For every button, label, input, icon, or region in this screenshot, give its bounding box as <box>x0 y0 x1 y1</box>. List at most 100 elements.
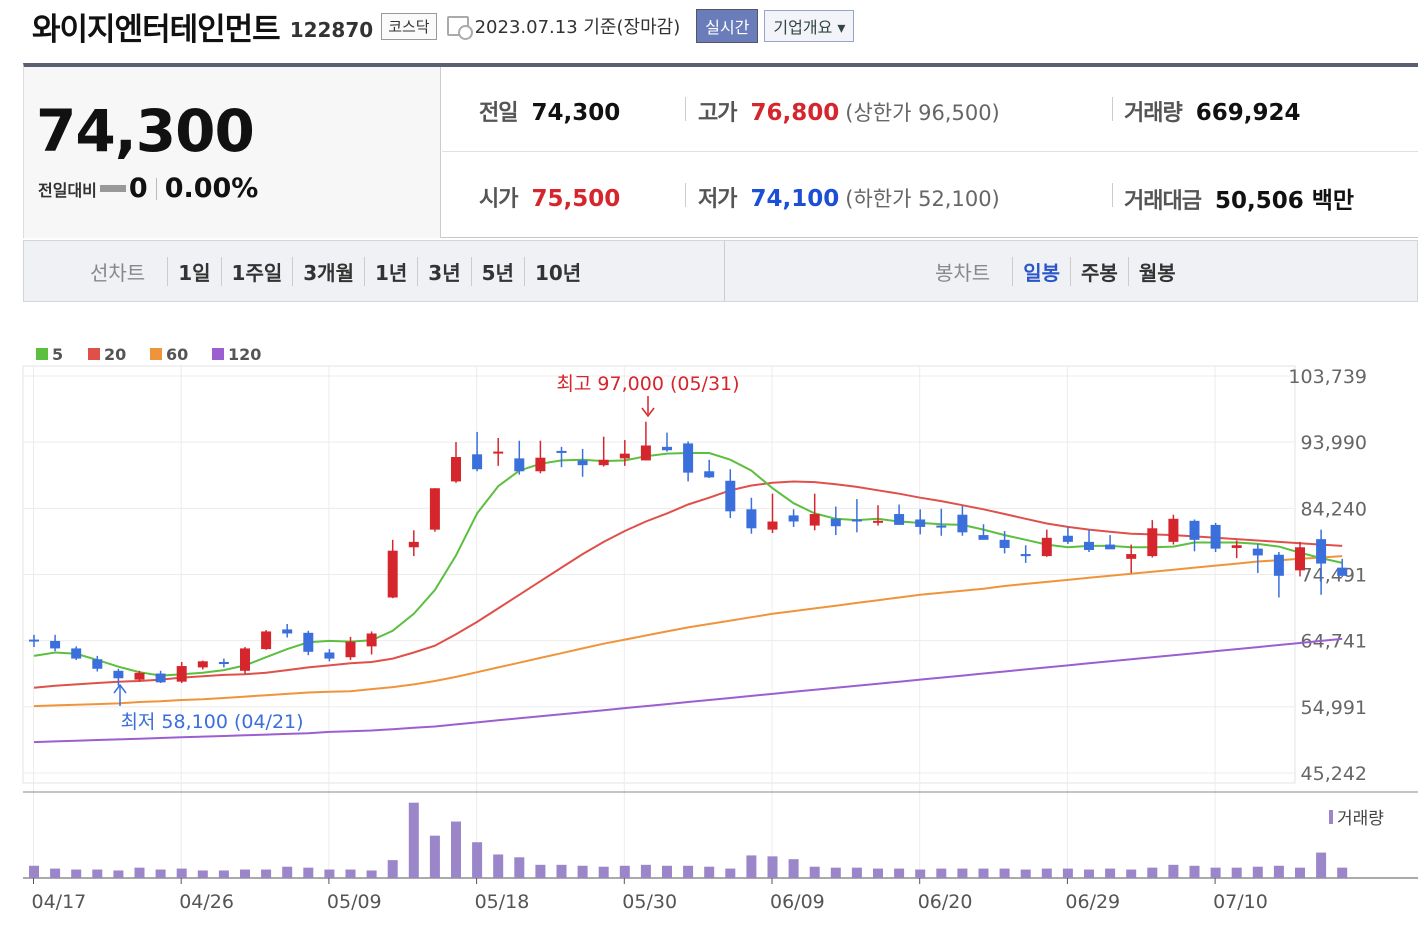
period-10y[interactable]: 10년 <box>523 257 591 286</box>
candle <box>1062 535 1073 542</box>
volume-bar <box>873 868 883 878</box>
period-3m[interactable]: 3개월 <box>292 257 364 286</box>
candle <box>1231 545 1242 548</box>
candle-monthly[interactable]: 월봉 <box>1127 257 1186 286</box>
candle <box>1147 528 1158 557</box>
divider <box>685 97 686 121</box>
legend-swatch <box>150 348 162 360</box>
volume-bar <box>408 802 419 878</box>
trade-amount: 거래대금 50,506 백만 <box>1124 188 1355 214</box>
legend-swatch <box>36 348 48 360</box>
candle-chart-label: 봉차트 <box>935 261 991 285</box>
volume-bar <box>176 868 187 878</box>
company-name: 와이지엔터테인먼트 <box>32 11 281 48</box>
period-1y[interactable]: 1년 <box>363 257 417 286</box>
y-tick-label: 84,240 <box>1301 498 1367 520</box>
volume-bar <box>556 864 567 878</box>
period-1d[interactable]: 1일 <box>167 257 220 286</box>
candle <box>324 652 335 659</box>
volume-bar <box>894 868 905 878</box>
volume-bar <box>1337 867 1348 878</box>
volume-bar <box>1189 865 1200 878</box>
period-5y[interactable]: 5년 <box>470 257 524 286</box>
candle <box>1295 547 1305 571</box>
x-tick-label: 06/29 <box>1065 891 1120 913</box>
legend-swatch <box>88 348 100 360</box>
stock-code: 122870 <box>289 18 374 42</box>
volume-bar <box>809 866 820 878</box>
volume-bar <box>261 869 272 878</box>
change-label: 전일대비 <box>38 180 97 200</box>
ma60-line <box>33 555 1343 708</box>
legend-label: 20 <box>104 345 126 364</box>
candle <box>451 457 461 482</box>
summary-row-1: 전일 74,300 고가 76,800 (상한가 96,500) 거래량 669… <box>442 67 1418 152</box>
x-tick-label: 04/26 <box>179 891 234 913</box>
candle <box>29 639 39 642</box>
candle <box>240 648 250 671</box>
volume-bar <box>915 869 926 878</box>
candle <box>472 454 483 470</box>
x-tick-label: 06/20 <box>918 891 973 913</box>
ma20-line <box>33 480 1343 689</box>
period-selector: 선차트 1일 1주일 3개월 1년 3년 5년 10년 봉차트 일봉 주봉 월봉 <box>23 240 1418 302</box>
candle <box>429 488 440 530</box>
volume-bar <box>598 866 609 878</box>
candle <box>978 535 989 540</box>
candle <box>1041 537 1052 557</box>
high-price: 고가 76,800 (상한가 96,500) <box>698 100 1000 126</box>
volume-bar <box>851 867 862 878</box>
price-summary: 74,300 전일대비 0 0.00% 전일 74,300 고가 76,800 … <box>23 63 1418 238</box>
candle <box>218 661 229 665</box>
divider <box>724 241 725 301</box>
candle <box>619 453 630 459</box>
volume-bar <box>29 865 39 878</box>
x-tick-label: 05/18 <box>475 891 530 913</box>
candle-chart-group: 봉차트 일봉 주봉 월봉 <box>935 257 1186 286</box>
candle <box>197 661 208 668</box>
candle-weekly[interactable]: 주봉 <box>1070 257 1128 286</box>
company-overview-dropdown[interactable]: 기업개요 ▾ <box>764 10 855 42</box>
calendar-clock-icon <box>446 16 473 40</box>
x-tick-label: 04/17 <box>32 891 87 913</box>
candle <box>577 460 588 466</box>
candle <box>1105 544 1116 550</box>
prev-close: 전일 74,300 <box>479 100 621 126</box>
candle <box>134 672 145 680</box>
candle-daily[interactable]: 일봉 <box>1012 257 1070 286</box>
candle <box>936 525 947 528</box>
volume-bar <box>1020 869 1031 878</box>
volume-bar <box>387 860 398 878</box>
period-1w[interactable]: 1주일 <box>220 257 293 286</box>
candle <box>1252 548 1263 556</box>
y-tick-label: 45,242 <box>1301 763 1367 785</box>
volume-bar <box>704 866 715 878</box>
candle <box>830 518 841 527</box>
candle <box>514 458 525 472</box>
volume-bar <box>746 855 757 878</box>
volume-bar <box>1273 865 1284 878</box>
candle <box>999 539 1010 548</box>
candle <box>1020 554 1031 557</box>
volume-bar <box>345 869 356 878</box>
candle <box>894 514 905 525</box>
change-value: 0 <box>128 173 148 204</box>
volume-bar <box>767 856 778 878</box>
candle <box>683 443 694 473</box>
volume-bar <box>472 842 483 878</box>
volume-bar <box>1105 868 1116 878</box>
legend-swatch <box>212 348 224 360</box>
candle <box>303 632 314 652</box>
candle <box>493 451 504 454</box>
volume-bar <box>493 854 504 878</box>
y-tick-label: 64,741 <box>1301 631 1367 653</box>
candle <box>915 519 926 527</box>
candle <box>92 659 103 669</box>
candle <box>704 471 715 478</box>
realtime-button[interactable]: 실시간 <box>696 9 759 43</box>
period-3y[interactable]: 3년 <box>417 257 470 286</box>
candle <box>851 519 862 522</box>
candle <box>408 541 419 548</box>
legend-label: 60 <box>166 345 188 364</box>
candle <box>746 509 757 529</box>
